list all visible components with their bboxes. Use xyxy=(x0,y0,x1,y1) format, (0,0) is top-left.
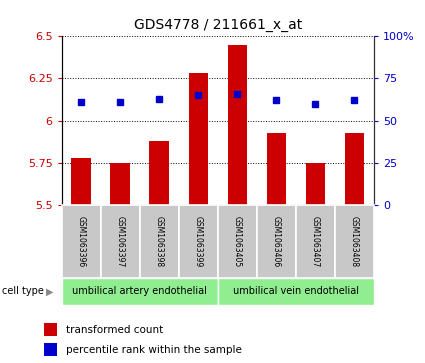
Bar xyxy=(266,132,286,205)
Text: percentile rank within the sample: percentile rank within the sample xyxy=(65,345,241,355)
Bar xyxy=(218,278,374,305)
Text: umbilical vein endothelial: umbilical vein endothelial xyxy=(233,286,359,296)
Bar xyxy=(345,132,364,205)
Text: transformed count: transformed count xyxy=(65,325,163,335)
Bar xyxy=(44,323,57,336)
Bar xyxy=(140,205,179,278)
Text: cell type: cell type xyxy=(2,286,44,296)
Bar xyxy=(44,343,57,356)
Text: GSM1063408: GSM1063408 xyxy=(350,216,359,267)
Text: umbilical artery endothelial: umbilical artery endothelial xyxy=(72,286,207,296)
Text: ▶: ▶ xyxy=(45,286,53,296)
Bar xyxy=(179,205,218,278)
Bar xyxy=(62,205,101,278)
Text: GSM1063405: GSM1063405 xyxy=(233,216,242,267)
Bar xyxy=(218,205,257,278)
Text: GSM1063407: GSM1063407 xyxy=(311,216,320,267)
Bar xyxy=(150,141,169,205)
Text: GSM1063399: GSM1063399 xyxy=(194,216,203,267)
Bar xyxy=(71,158,91,205)
Text: GSM1063396: GSM1063396 xyxy=(76,216,86,267)
Bar xyxy=(335,205,374,278)
Bar xyxy=(110,163,130,205)
Bar xyxy=(296,205,335,278)
Bar xyxy=(101,205,140,278)
Text: GSM1063406: GSM1063406 xyxy=(272,216,281,267)
Bar xyxy=(257,205,296,278)
Bar xyxy=(227,45,247,205)
Title: GDS4778 / 211661_x_at: GDS4778 / 211661_x_at xyxy=(134,19,302,33)
Text: GSM1063398: GSM1063398 xyxy=(155,216,164,267)
Bar xyxy=(189,73,208,205)
Bar xyxy=(62,278,218,305)
Text: GSM1063397: GSM1063397 xyxy=(116,216,125,267)
Bar xyxy=(306,163,325,205)
